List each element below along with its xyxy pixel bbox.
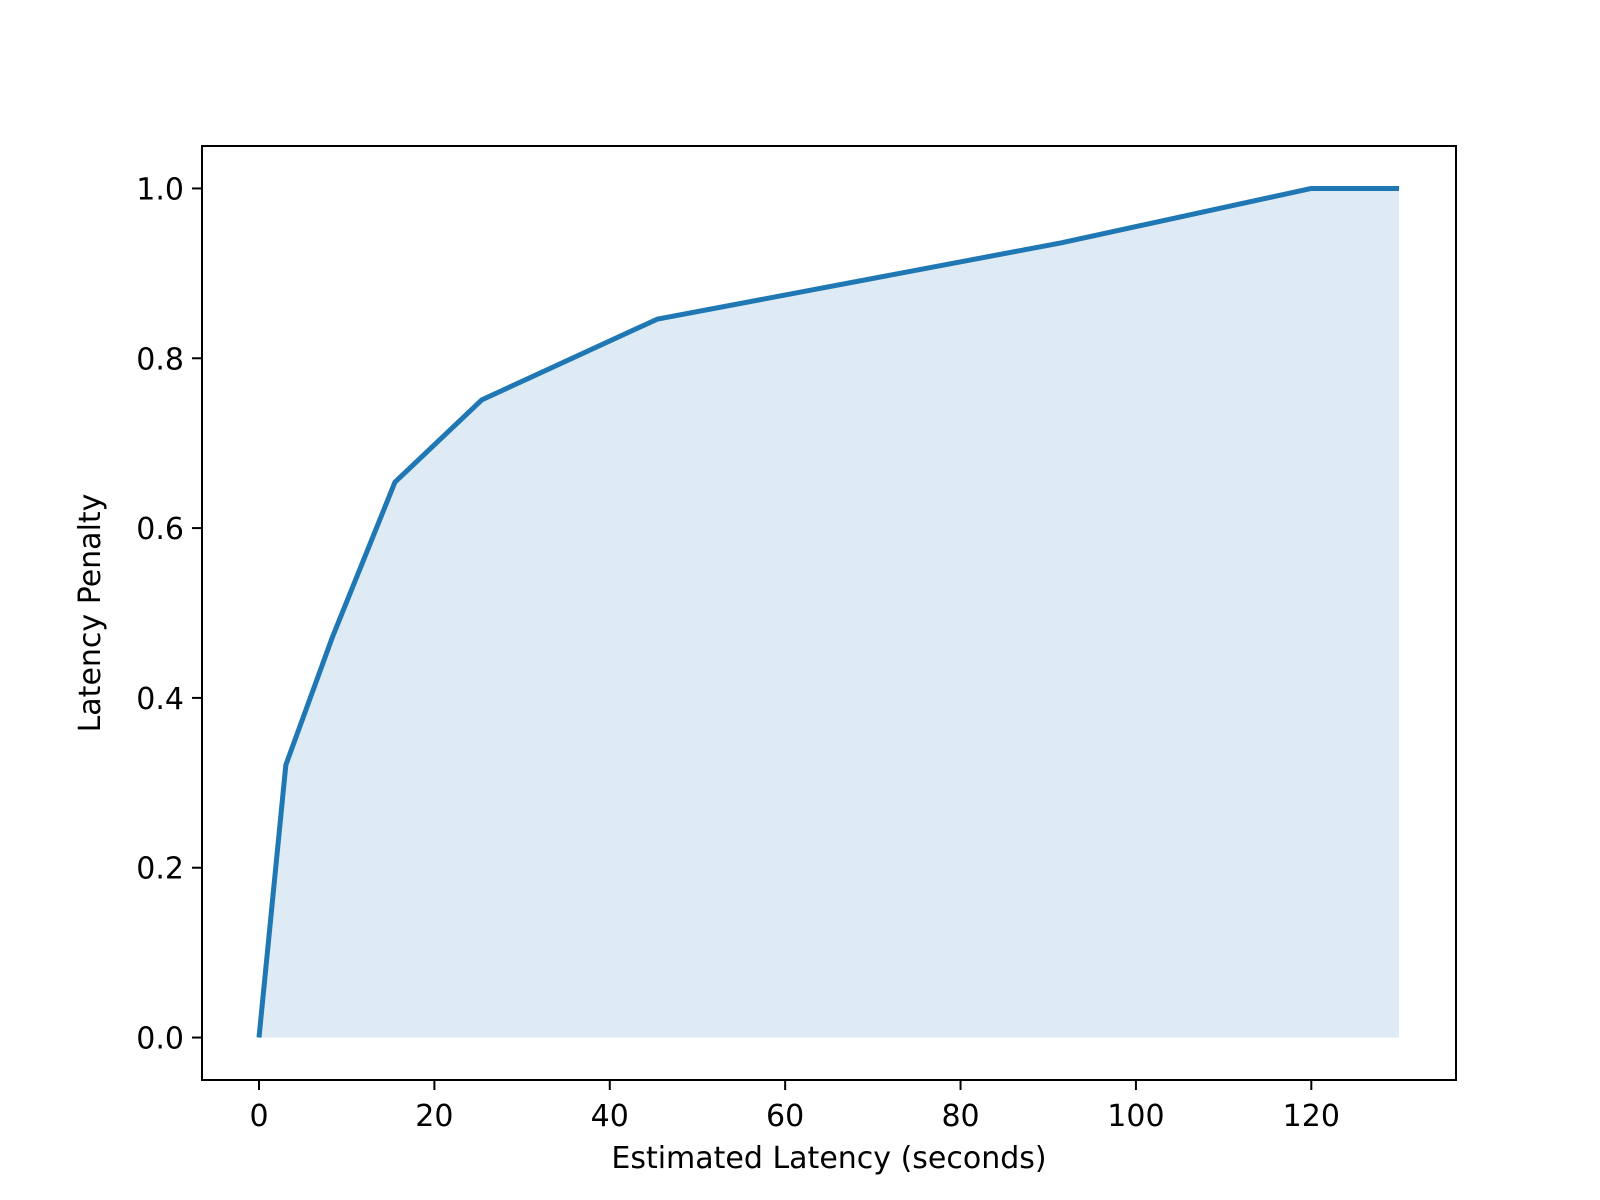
plot-frame (201, 145, 1457, 1081)
x-tick-label: 40 (591, 1099, 629, 1134)
x-tick-label: 100 (1107, 1099, 1164, 1134)
y-tick-label: 1.0 (136, 172, 184, 207)
y-axis-label: Latency Penalty (73, 494, 108, 733)
area-fill (259, 188, 1399, 1038)
y-tick-label: 0.6 (136, 512, 184, 547)
x-tick-label: 20 (415, 1099, 453, 1134)
x-tick-label: 120 (1283, 1099, 1340, 1134)
x-tick-label: 60 (766, 1099, 804, 1134)
y-tick-label: 0.8 (136, 342, 184, 377)
x-tick-label: 0 (249, 1099, 268, 1134)
y-tick-label: 0.4 (136, 682, 184, 717)
line (256, 185, 1399, 1038)
x-axis-label: Estimated Latency (seconds) (611, 1141, 1046, 1176)
y-tick-label: 0.0 (136, 1022, 184, 1057)
x-tick-label: 80 (941, 1099, 979, 1134)
y-tick-label: 0.2 (136, 852, 184, 887)
